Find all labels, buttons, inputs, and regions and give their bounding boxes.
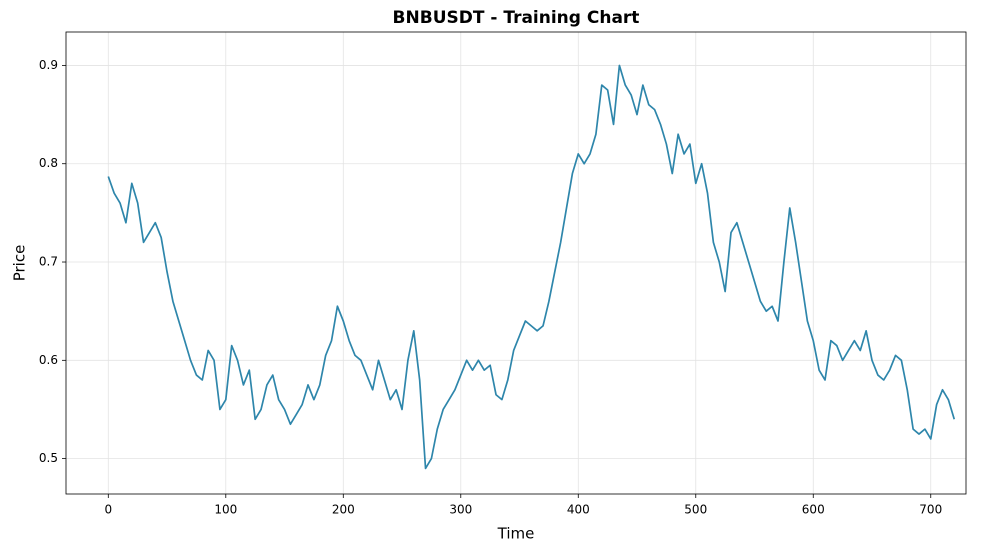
x-tick-label: 100 [214,503,237,517]
x-tick-label: 400 [567,503,590,517]
y-tick-label: 0.5 [39,451,58,465]
y-tick-label: 0.7 [39,255,58,269]
x-tick-label: 0 [104,503,112,517]
y-axis-label: Price [11,245,29,282]
y-tick-label: 0.8 [39,156,58,170]
plot-frame [65,31,967,495]
x-axis-label: Time [497,525,535,543]
x-tick-label: 300 [449,503,472,517]
y-tick-label: 0.9 [39,58,58,72]
price-line [107,64,956,470]
x-tick-label: 700 [919,503,942,517]
x-tick-label: 200 [332,503,355,517]
y-tick-label: 0.6 [39,353,58,367]
x-tick-label: 500 [684,503,707,517]
x-tick-label: 600 [802,503,825,517]
chart-title: BNBUSDT - Training Chart [393,8,640,28]
